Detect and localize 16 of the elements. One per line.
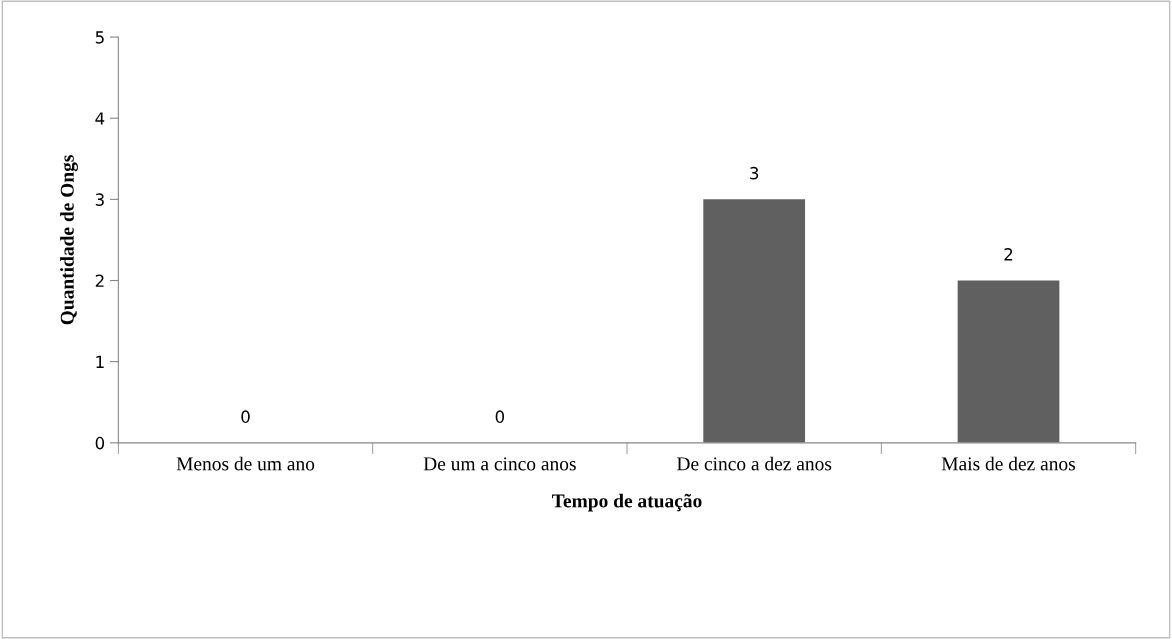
y-tick-label: 4 — [95, 112, 105, 125]
x-axis-title: Tempo de atuação — [552, 493, 702, 512]
data-label: 3 — [750, 166, 759, 180]
data-label: 0 — [495, 410, 505, 423]
y-axis-title: Quantidade de Ongs — [60, 155, 78, 325]
y-tick-label: 5 — [95, 31, 104, 44]
x-tick-label: De um a cinco anos — [423, 457, 576, 471]
y-tick-label: 1 — [96, 355, 104, 369]
y-tick-label: 3 — [95, 193, 104, 206]
data-label: 2 — [1004, 248, 1013, 261]
x-tick-label: De cinco a dez anos — [677, 456, 832, 471]
y-tick-label: 0 — [95, 436, 105, 450]
data-label: 0 — [241, 410, 250, 423]
y-tick-label: 2 — [95, 274, 104, 287]
x-tick-label: Mais de dez anos — [941, 456, 1076, 471]
x-tick-label: Menos de um ano — [176, 456, 315, 471]
